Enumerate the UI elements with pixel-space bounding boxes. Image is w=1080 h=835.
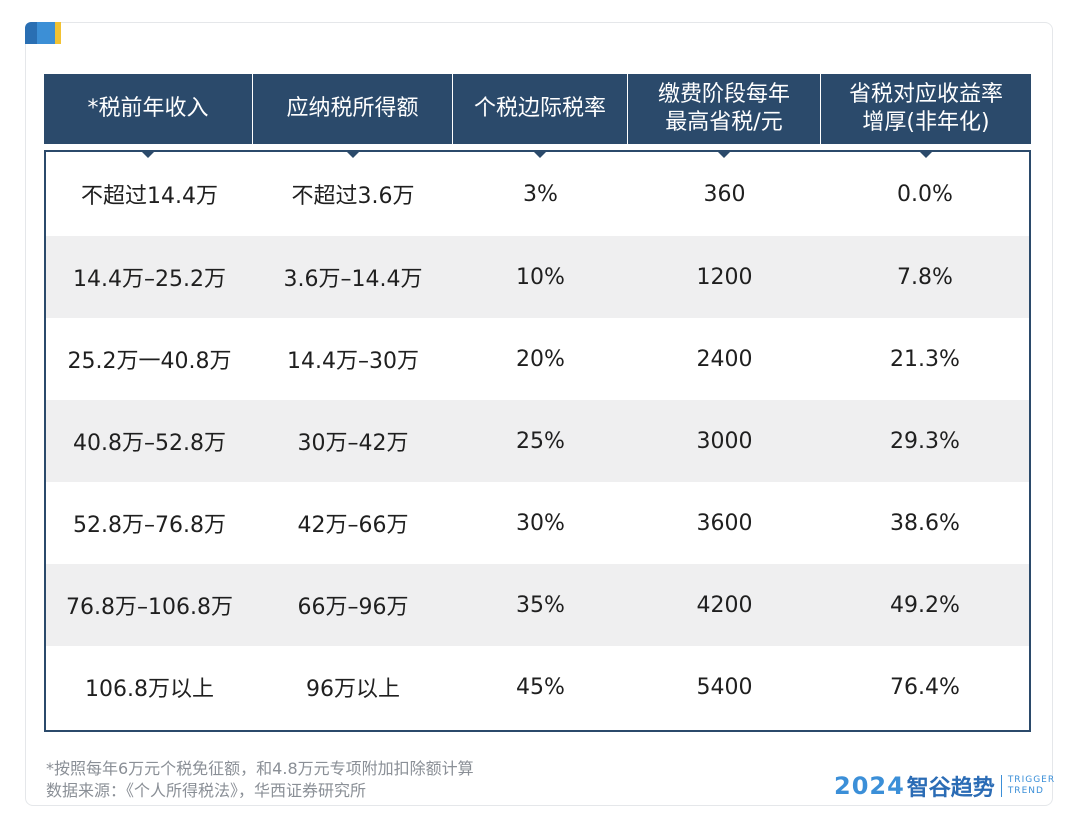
cell-taxable: 96万以上 (306, 677, 400, 702)
cell-income: 25.2万一40.8万 (67, 349, 232, 374)
cell-saving: 2400 (696, 346, 753, 372)
cell-saving: 360 (703, 181, 746, 207)
cell-income: 14.4万–25.2万 (73, 267, 226, 292)
cell-taxable: 66万–96万 (297, 595, 409, 620)
cell-yield: 7.8% (897, 264, 953, 290)
brand-english: TRIGGER TREND (1007, 775, 1056, 796)
cell-saving: 4200 (696, 592, 753, 618)
cell-taxable: 42万–66万 (297, 513, 409, 538)
cell-yield: 21.3% (890, 346, 960, 372)
table-row: 14.4万–25.2万 3.6万–14.4万 10% 1200 7.8% (46, 236, 1029, 318)
cell-rate: 35% (516, 592, 565, 618)
footnote-source: 数据来源：《个人所得税法》，华西证券研究所 (46, 781, 367, 800)
cell-rate: 45% (516, 674, 565, 700)
brand-name: 智谷趋势 (906, 776, 995, 801)
cell-income: 不超过14.4万 (81, 184, 218, 209)
cell-saving: 5400 (696, 674, 753, 700)
header-cell-rate: 个税边际税率 (453, 74, 628, 158)
cell-saving: 1200 (696, 264, 753, 290)
table-row: 76.8万–106.8万 66万–96万 35% 4200 49.2% (46, 564, 1029, 646)
header-cell-saving: 缴费阶段每年 最高省税/元 (628, 74, 821, 158)
cell-income: 40.8万–52.8万 (73, 431, 226, 456)
table-row: 25.2万一40.8万 14.4万–30万 20% 2400 21.3% (46, 318, 1029, 400)
cell-saving: 3600 (696, 510, 753, 536)
header-cell-yield: 省税对应收益率 增厚(非年化) (821, 74, 1031, 158)
cell-rate: 30% (516, 510, 565, 536)
cell-income: 76.8万–106.8万 (66, 595, 233, 620)
brand-logo: 2024 智谷趋势 TRIGGER TREND (834, 770, 1055, 802)
cell-rate: 3% (523, 181, 558, 207)
cell-yield: 0.0% (897, 181, 953, 207)
cell-rate: 10% (516, 264, 565, 290)
cell-taxable: 30万–42万 (297, 431, 409, 456)
cell-rate: 20% (516, 346, 565, 372)
cell-rate: 25% (516, 428, 565, 454)
cell-yield: 38.6% (890, 510, 960, 536)
cell-taxable: 3.6万–14.4万 (283, 267, 423, 292)
header-cell-income: *税前年收入 (44, 74, 253, 158)
header-cell-taxable: 应纳税所得额 (253, 74, 453, 158)
brand-divider (1000, 775, 1002, 797)
cell-income: 106.8万以上 (85, 677, 214, 702)
table-row: 106.8万以上 96万以上 45% 5400 76.4% (46, 646, 1029, 728)
table-row: 40.8万–52.8万 30万–42万 25% 3000 29.3% (46, 400, 1029, 482)
corner-accent (25, 22, 61, 44)
table-body: 不超过14.4万 不超过3.6万 3% 360 0.0% 14.4万–25.2万… (44, 150, 1031, 732)
brand-year: 2024 (834, 772, 905, 800)
table-row: 52.8万–76.8万 42万–66万 30% 3600 38.6% (46, 482, 1029, 564)
cell-yield: 49.2% (890, 592, 960, 618)
table-header: *税前年收入 应纳税所得额 个税边际税率 缴费阶段每年 最高省税/元 省税对应收… (44, 74, 1031, 158)
footnote-calculation-note: *按照每年6万元个税免征额，和4.8万元专项附加扣除额计算 (46, 759, 474, 778)
cell-yield: 76.4% (890, 674, 960, 700)
cell-yield: 29.3% (890, 428, 960, 454)
cell-taxable: 不超过3.6万 (291, 184, 415, 209)
cell-saving: 3000 (696, 428, 753, 454)
table-row: 不超过14.4万 不超过3.6万 3% 360 0.0% (46, 152, 1029, 236)
cell-taxable: 14.4万–30万 (287, 349, 419, 374)
footnote: *按照每年6万元个税免征额，和4.8万元专项附加扣除额计算 数据来源：《个人所得… (46, 758, 474, 802)
cell-income: 52.8万–76.8万 (73, 513, 226, 538)
